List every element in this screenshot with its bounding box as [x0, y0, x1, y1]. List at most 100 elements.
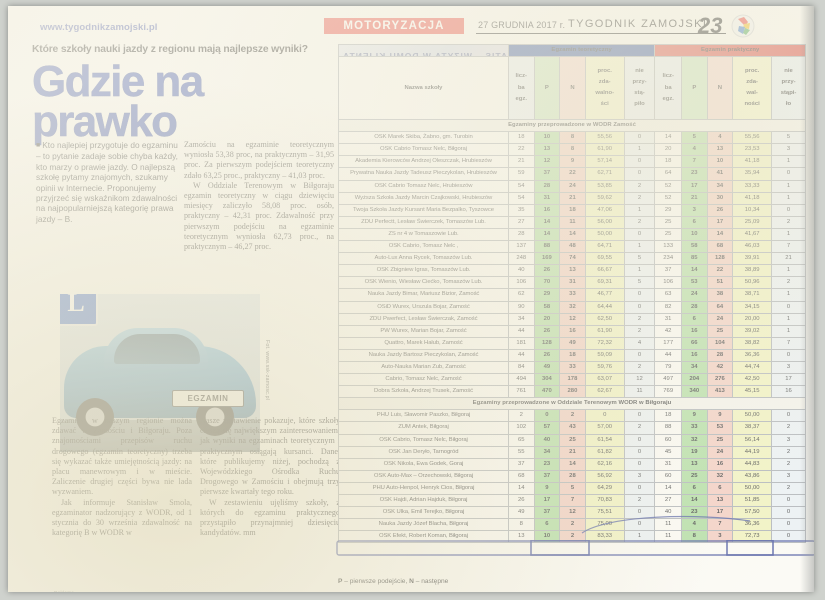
cell-practice-n: 4 — [706, 131, 734, 145]
table-row[interactable]: Wyższa Szkoła Jazdy Marcin Czajkowski, H… — [338, 191, 806, 205]
cell-theory-pct: 66,67 — [584, 264, 625, 278]
table-row[interactable]: Nauka Jazdy Józef Blacha, Biłgoraj 8 6 2 75,… — [338, 518, 806, 532]
cell-theory-absent: 2 — [623, 324, 656, 338]
site-url[interactable]: www.tygodnikzamojski.pl — [40, 22, 158, 33]
table-row[interactable]: OSK Nikola, Ewa Godek, Goraj 37 23 14 62,16 0… — [338, 457, 806, 471]
cell-theory-pct: 83,33 — [584, 530, 625, 544]
cell-theory-count: 54 — [507, 191, 535, 205]
table-row[interactable]: OSK Hajdi, Adrian Hajduk, Biłgoraj 26 17 7 7… — [338, 493, 806, 508]
cell-theory-pct: 62,71 — [584, 167, 625, 181]
cell-practice-n: 32 — [706, 469, 734, 483]
table-row[interactable]: PW Wurex, Marian Bojar, Zamość 44 26 16 61,9… — [338, 324, 806, 338]
cell-school-name: Twoja Szkoła Jazdy Kursant Maria Bezpalk… — [338, 203, 509, 217]
cell-theory-pct: 69,55 — [584, 252, 625, 266]
table-row[interactable]: ZS nr 4 w Tomaszowie Lub. 28 14 14 50,00 0 25 1… — [338, 227, 806, 242]
table-row[interactable]: OSiD Wurex, Urszula Bojar, Zamość 90 58 32 6… — [338, 300, 806, 314]
column-header-theory-pct: proc. zda-walno-ści — [584, 56, 625, 121]
cell-practice-absent: 1 — [771, 155, 806, 169]
cell-practice-count: 177 — [654, 336, 682, 350]
paper-logo-icon — [731, 14, 755, 38]
table-row[interactable]: OSK Jan Deryło, Tarnogród 55 34 21 61,82 0 45 1… — [338, 445, 806, 459]
cell-theory-pct: 61,90 — [584, 143, 625, 157]
cell-practice-absent: 0 — [771, 348, 806, 362]
cell-practice-p: 25 — [681, 469, 708, 483]
table-row[interactable]: Nauka Jazdy Bimar, Mariusz Bizior, Zamoś… — [338, 288, 806, 302]
cell-practice-p: 66 — [681, 336, 708, 350]
cell-theory-n: 33 — [559, 288, 586, 302]
table-row[interactable]: OSK Cabrio, Tomasz Nelc , 137 88 48 64,71 1 13… — [338, 240, 806, 254]
cell-practice-absent: 0 — [771, 518, 806, 532]
table-row[interactable]: OSK Ulka, Emil Terejko, Biłgoraj 49 37 12 75… — [338, 506, 806, 520]
table-row[interactable]: OSK Cabrio Tomasz Nelc, Biłgoraj 22 13 8 61,… — [338, 143, 806, 157]
table-row[interactable]: OSK Cabrio, Tomasz Nelc, Biłgoraj 65 40 25 6… — [338, 433, 806, 447]
cell-theory-pct: 59,09 — [584, 348, 625, 362]
table-row[interactable]: Cabrio, Tomasz Nelc, Zamość 494 304 178 63,0… — [338, 373, 806, 387]
cell-practice-count: 234 — [654, 252, 682, 266]
cell-theory-p: 26 — [533, 264, 561, 278]
table-row[interactable]: OSK Marek Skiba, Żabno, gm. Turobin 18 10 8… — [338, 131, 806, 145]
table-row[interactable]: OSK Auto-Max – Orzechowski, Biłgoraj 68 37… — [338, 469, 806, 483]
cell-school-name: Wyższa Szkoła Jazdy Marcin Czajkowski, H… — [338, 191, 509, 205]
table-row[interactable]: Auto-Nauka Marian Zub, Zamość 84 49 33 59,76… — [338, 360, 806, 375]
cell-practice-n: 25 — [706, 324, 734, 338]
table-row[interactable]: ZDU Perfectt, Lesław Świerczek, Tomaszów… — [338, 215, 806, 229]
cell-school-name: PW Wurex, Marian Bojar, Zamość — [338, 324, 509, 338]
cell-practice-absent: 1 — [771, 264, 806, 278]
article-deck: Które szkoły nauki jazdy z regionu mają … — [32, 44, 308, 55]
cell-theory-count: 40 — [507, 264, 535, 278]
table-row[interactable]: OSK Cabrio Tomasz Nelc, Hrubieszów 54 28 24… — [338, 179, 806, 193]
cell-theory-absent: 2 — [623, 360, 656, 375]
cell-practice-pct: 41,67 — [732, 227, 773, 242]
cell-theory-n: 11 — [559, 215, 586, 229]
table-row[interactable]: OSK Wienio, Wiesław Ciećko, Tomaszów Lub… — [338, 276, 806, 290]
cell-theory-p: 6 — [533, 518, 561, 532]
cell-practice-pct: 50,00 — [732, 409, 773, 423]
cell-theory-absent: 0 — [623, 167, 656, 181]
table-row[interactable]: Quattro, Marek Hałub, Zamość 181 128 49 72,3… — [338, 336, 806, 350]
table-row[interactable]: OSK Efekt, Robert Koman, Biłgoraj 13 10 2 83… — [338, 530, 806, 544]
cell-school-name: Akademia Kierowców Andrzej Oleszczak, Hr… — [338, 155, 509, 169]
cell-theory-n: 31 — [559, 276, 586, 290]
cell-practice-n: 53 — [706, 421, 734, 435]
cell-theory-p: 29 — [533, 288, 561, 302]
table-row[interactable]: OSK Zbigniew Igras, Tomaszów Lub. 40 26 13 6… — [338, 264, 806, 278]
cell-theory-p: 23 — [533, 457, 561, 471]
table-row[interactable]: PHU Auto-Henpol, Henryk Cios, Biłgoraj 14… — [338, 481, 806, 496]
table-row[interactable]: Nauka Jazdy Bartosz Pieczykolan, Zamość 4… — [338, 348, 806, 362]
cell-theory-count: 62 — [507, 288, 535, 302]
cell-practice-count: 27 — [654, 493, 682, 508]
table-row[interactable]: ZDU Pwerfect, Lesław Świerczak, Zamość 34… — [338, 312, 806, 326]
article: Które szkoły nauki jazdy z regionu mają … — [32, 44, 340, 592]
cell-practice-count: 25 — [654, 215, 682, 229]
cell-theory-n: 12 — [559, 312, 586, 326]
table-row[interactable]: Auto-Lux Anna Rycek, Tomaszów Lub. 248 169… — [338, 252, 806, 266]
cell-practice-absent: 1 — [771, 324, 806, 338]
cell-practice-absent: 16 — [771, 385, 806, 399]
cell-practice-absent: 0 — [771, 203, 806, 217]
cell-theory-n: 7 — [559, 493, 586, 508]
paper-name: TYGODNIK ZAMOJSKI — [568, 18, 708, 30]
table-row[interactable]: ZUM Antek, Biłgoraj 102 57 43 57,00 2 88 33 53 38… — [338, 421, 806, 435]
cell-theory-p: 13 — [533, 143, 561, 157]
cell-theory-p: 40 — [533, 433, 561, 447]
group-header-practice: Egzamin praktyczny — [654, 43, 806, 58]
table-row[interactable]: Dobra Szkoła, Andrzej Trusek, Zamość 761 4… — [338, 385, 806, 399]
table-row[interactable]: Twoja Szkoła Jazdy Kursant Maria Bezpalk… — [338, 203, 806, 217]
cell-practice-n: 30 — [706, 191, 734, 205]
cell-theory-absent: 2 — [623, 215, 656, 229]
cell-theory-absent: 1 — [623, 530, 656, 544]
cell-practice-absent: 2 — [771, 457, 806, 471]
article-paragraph: Nasze zestawienie pokazuje, które szkoły… — [200, 416, 340, 497]
table-row[interactable]: PHU Luis, Sławomir Paszko, Biłgoraj 2 0 2 0 0… — [338, 409, 806, 423]
column-header-practice-absent: nie przy-stąpi-ło — [771, 56, 806, 121]
cell-theory-count: 44 — [507, 348, 535, 362]
cell-practice-count: 44 — [654, 348, 682, 362]
table-section-header-row: Egzaminy przeprowadzone w WODR Zamość — [338, 119, 806, 133]
cell-theory-pct: 62,67 — [584, 385, 625, 399]
table-body: Egzaminy przeprowadzone w WODR Zamość OSK… — [338, 119, 806, 544]
cell-school-name: OSK Zbigniew Igras, Tomaszów Lub. — [338, 264, 509, 278]
cell-practice-p: 23 — [681, 167, 708, 181]
cell-theory-count: 18 — [507, 131, 535, 145]
table-row[interactable]: Prywatna Nauka Jazdy Tadeusz Pieczykolan… — [338, 167, 806, 181]
table-row[interactable]: Akademia Kierowców Andrzej Oleszczak, Hr… — [338, 155, 806, 169]
